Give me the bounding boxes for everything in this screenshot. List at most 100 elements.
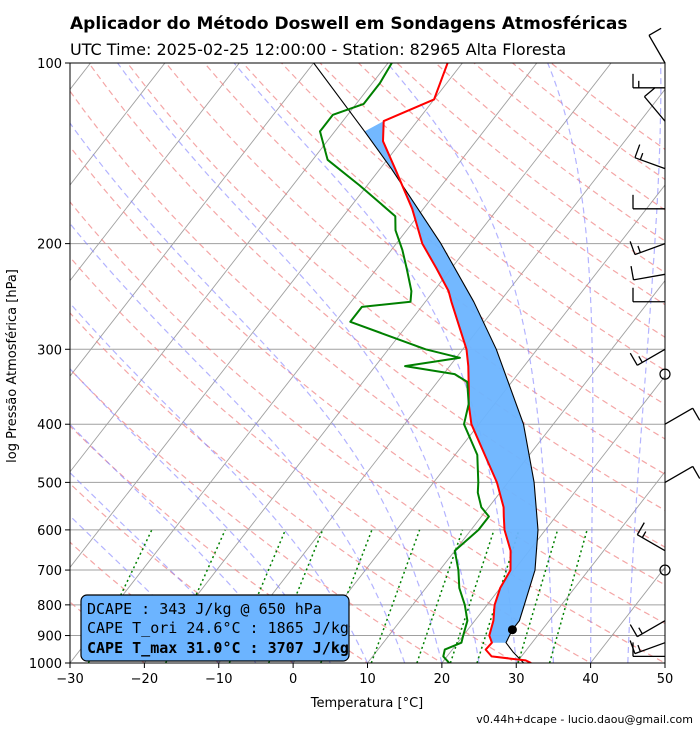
temperature-profile	[382, 63, 532, 663]
wind-barb-feather	[692, 407, 700, 421]
y-tick-label: 600	[37, 524, 62, 539]
annotation-box-bg	[80, 594, 350, 662]
footer-credit: v0.44h+dcape - lucio.daou@gmail.com	[476, 713, 693, 726]
dry-adiabat	[70, 312, 518, 663]
moist-adiabat	[547, 63, 594, 663]
wind-barb-staff	[636, 348, 666, 366]
moist-adiabat	[117, 63, 480, 663]
dry-adiabat	[396, 63, 665, 274]
wind-barbs	[629, 27, 700, 658]
wind-barb-feather	[637, 644, 641, 652]
wind-barb-feather	[629, 640, 636, 654]
wind-barb-staff	[664, 465, 694, 483]
y-tick-label: 500	[37, 476, 62, 491]
lcl-marker	[507, 625, 517, 635]
dewpoint-profile	[319, 63, 490, 663]
wind-barb-feather	[638, 627, 643, 635]
cape-area	[364, 121, 538, 643]
wind-barb	[629, 241, 666, 256]
y-tick-label: 800	[37, 599, 62, 614]
y-tick-label: 100	[37, 57, 62, 72]
isotherm	[292, 184, 665, 663]
x-axis-label: Temperatura [°C]	[310, 696, 423, 711]
wind-barb	[664, 407, 700, 425]
mixing-ratio-line	[416, 529, 464, 663]
wind-barb-staff	[636, 534, 666, 552]
x-tick-label: 20	[434, 672, 451, 687]
parcel-profile	[313, 63, 539, 663]
wind-barb-feather	[639, 152, 644, 160]
dry-adiabat	[550, 63, 665, 151]
background-lines	[70, 63, 665, 663]
y-tick-label: 1000	[29, 657, 62, 672]
moist-adiabat	[70, 222, 406, 663]
isotherm	[70, 63, 240, 282]
isotherm	[218, 88, 665, 663]
wind-barb-staff	[643, 96, 666, 122]
wind-barb	[643, 87, 666, 122]
moist-adiabat	[386, 63, 554, 663]
x-axis-ticks: −30 −20 −10 0 10 20 30 40 50	[56, 663, 673, 687]
wind-barb-feather	[629, 241, 636, 255]
wind-barb	[629, 348, 666, 366]
y-tick-label: 700	[37, 564, 62, 579]
wind-barb-feather	[637, 245, 641, 253]
dry-adiabat	[165, 63, 665, 475]
wind-barb-feather	[644, 87, 656, 98]
chart-subtitle: UTC Time: 2025-02-25 12:00:00 - Station:…	[70, 40, 566, 59]
x-tick-label: 40	[582, 672, 599, 687]
y-tick-label: 400	[37, 418, 62, 433]
wind-barb-feather	[630, 265, 635, 280]
cape-fill	[364, 121, 538, 643]
dry-adiabat	[319, 63, 665, 338]
isotherm	[366, 279, 665, 663]
wind-barb-staff	[636, 620, 666, 638]
wind-barb-staff	[648, 34, 666, 64]
y-tick-label: 300	[37, 343, 62, 358]
wind-barb	[634, 144, 666, 170]
profiles	[313, 63, 539, 663]
dry-adiabat	[70, 145, 665, 625]
x-tick-label: −30	[56, 672, 83, 687]
isotherm	[70, 63, 389, 473]
wind-barb-feather	[629, 624, 638, 637]
wind-barb-staff	[664, 407, 694, 425]
x-tick-label: 30	[508, 672, 525, 687]
isotherm	[590, 566, 665, 663]
moist-adiabat	[70, 515, 220, 663]
dry-adiabat	[70, 482, 295, 663]
annotation-box: DCAPE : 343 J/kg @ 650 hPa CAPE T_ori 24…	[80, 594, 350, 662]
isotherm	[70, 63, 166, 186]
x-tick-label: 50	[657, 672, 674, 687]
moist-adiabat	[70, 122, 443, 663]
cape-tmax-label: CAPE T_max 31.0°C : 3707 J/kg	[87, 639, 349, 657]
wind-barb	[632, 73, 665, 89]
mixing-ratio-line	[517, 529, 559, 663]
isotherm	[515, 471, 665, 663]
wind-barb-feather	[629, 352, 638, 366]
wind-barb-calm	[659, 368, 671, 380]
wind-barb	[629, 640, 666, 655]
dry-adiabat	[512, 63, 665, 181]
mixing-ratio-line	[165, 529, 226, 663]
dry-adiabat	[70, 368, 444, 663]
dry-adiabat	[70, 256, 592, 663]
wind-barb-staff	[634, 157, 666, 170]
dry-adiabat	[70, 425, 369, 663]
wind-barb-feather	[638, 356, 643, 363]
isotherm	[70, 63, 315, 377]
x-tick-label: 0	[289, 672, 297, 687]
y-axis-ticks: 100 200 300 400 500 600 700 800 900 1000	[29, 57, 70, 672]
dry-adiabat	[88, 63, 665, 548]
mixing-ratio-line	[370, 529, 421, 663]
y-tick-label: 900	[37, 630, 62, 645]
dry-adiabat	[203, 63, 665, 440]
x-tick-label: −20	[131, 672, 158, 687]
wind-barb	[630, 265, 666, 281]
x-tick-label: 10	[359, 672, 376, 687]
mixing-ratio-line	[548, 529, 588, 663]
wind-barb-feather	[692, 466, 700, 479]
cape-tori-label: CAPE T_ori 24.6°C : 1865 J/kg	[87, 619, 349, 637]
wind-barb	[664, 465, 700, 483]
